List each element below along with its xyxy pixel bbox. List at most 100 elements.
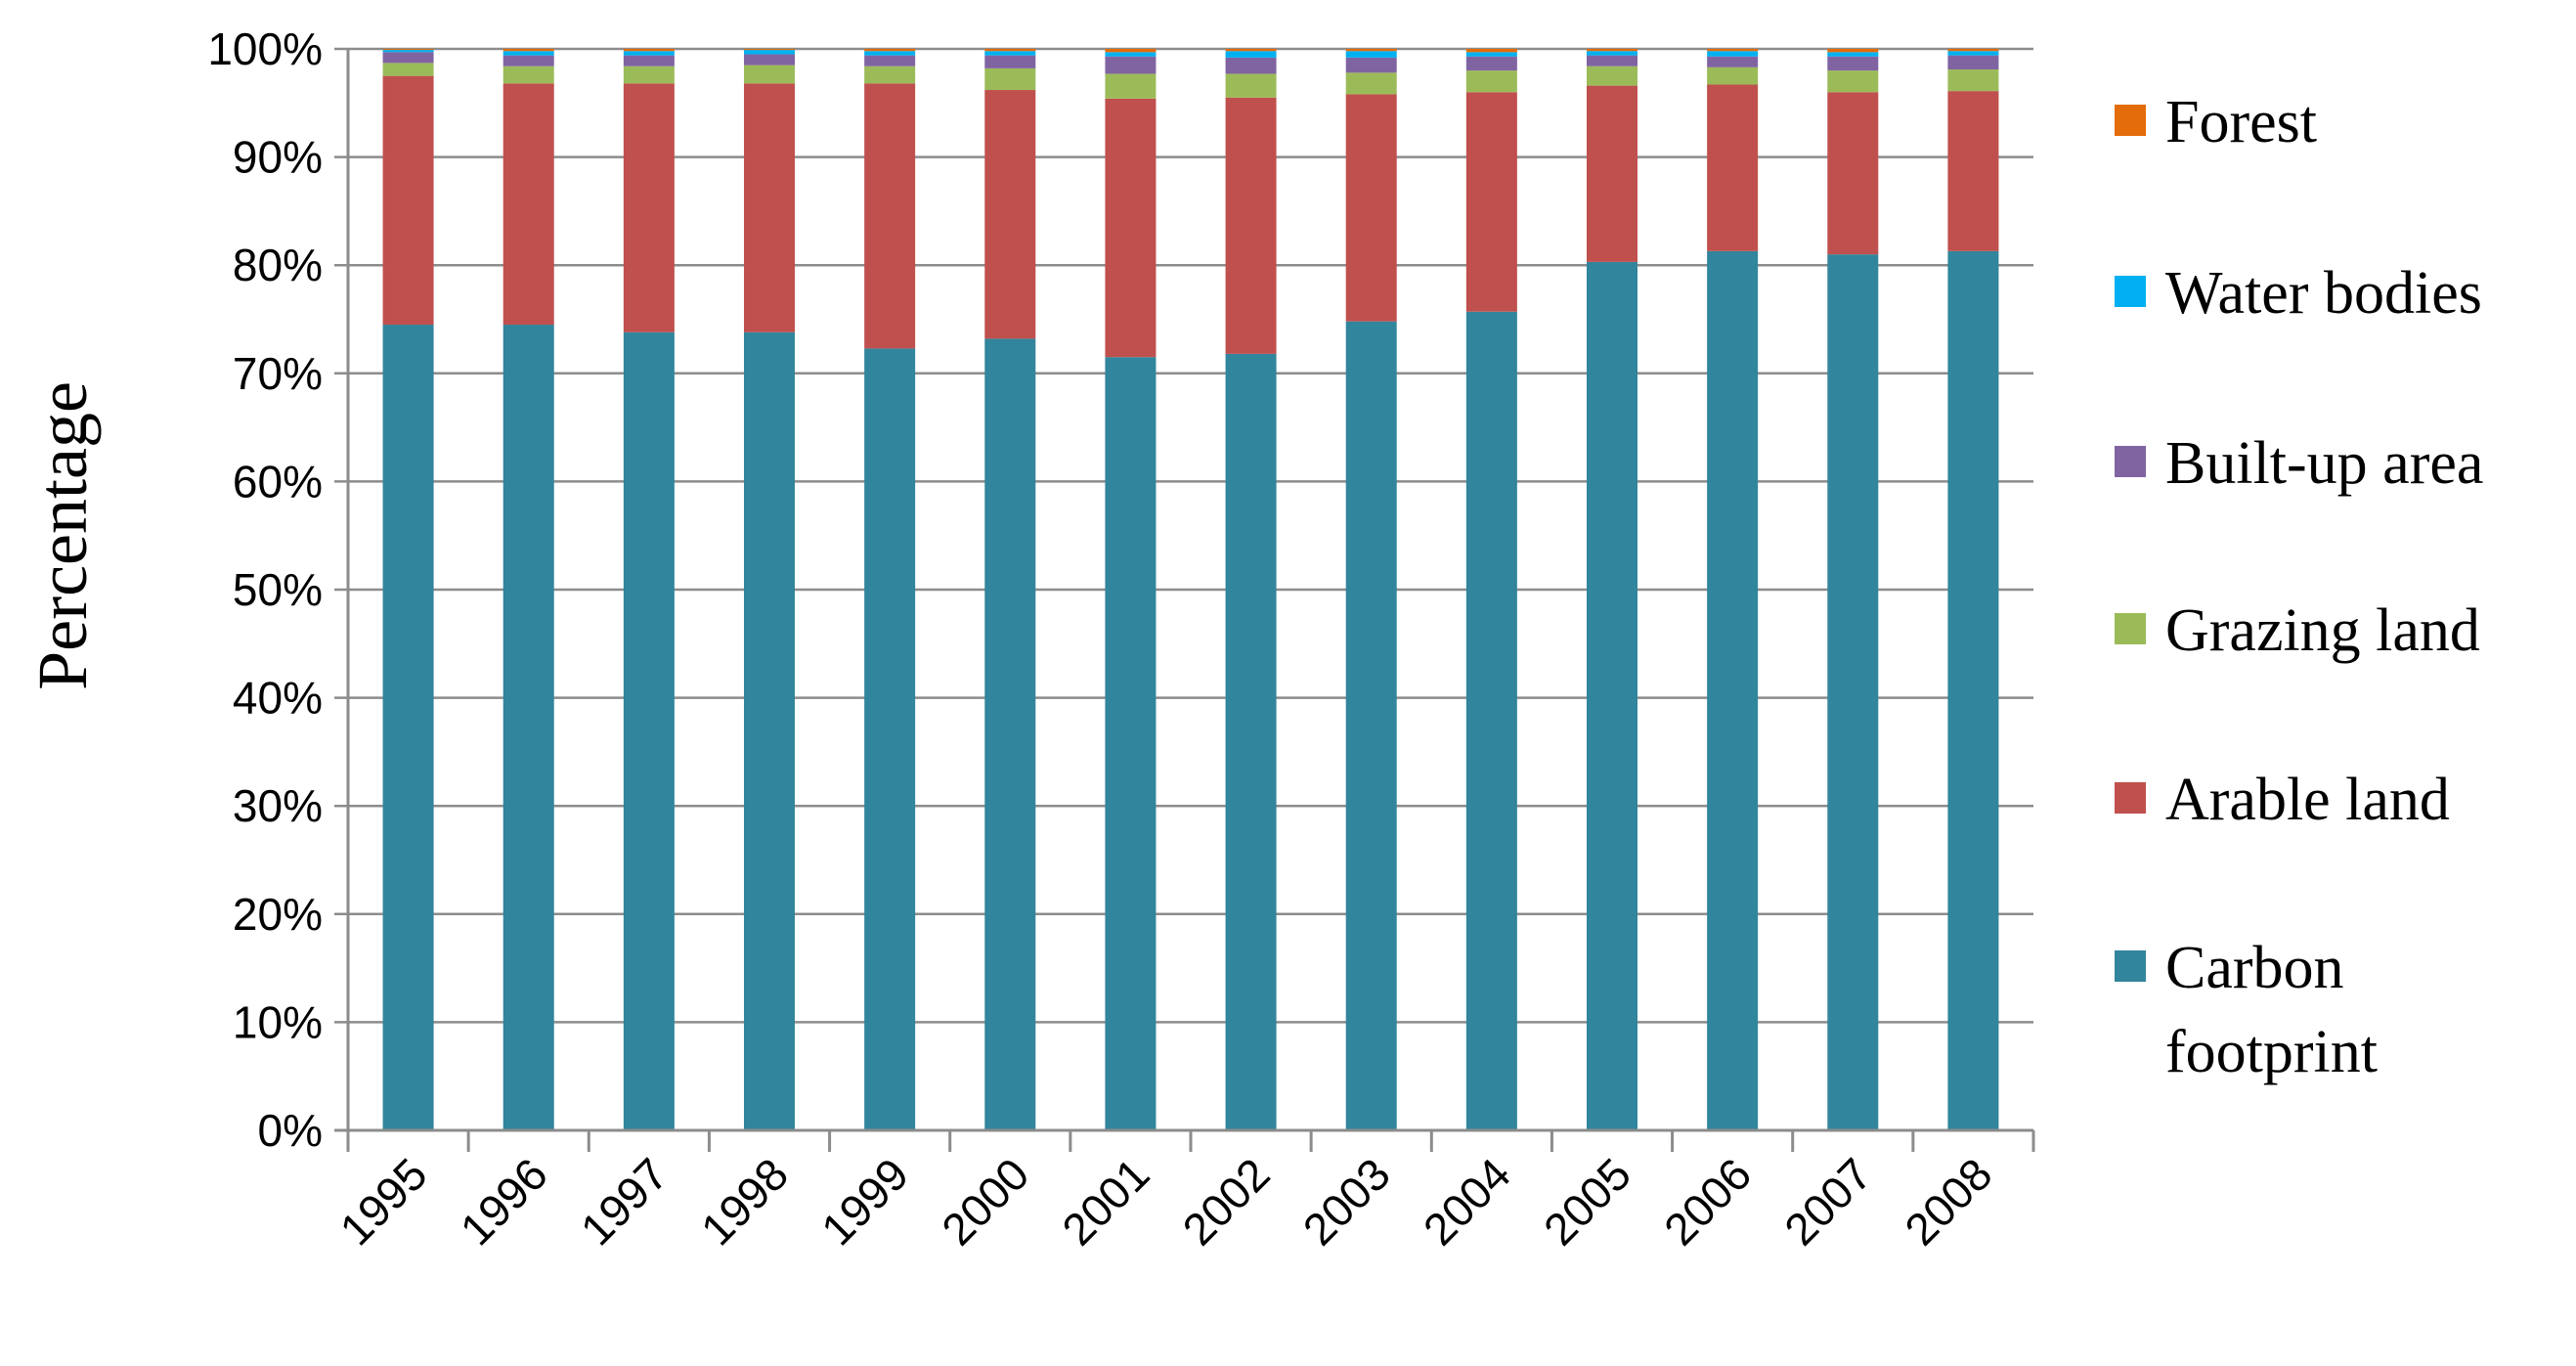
bar-segment	[1345, 51, 1397, 58]
bar-segment	[1345, 72, 1397, 95]
bar-segment	[984, 49, 1036, 52]
x-tick-label: 1999	[811, 1148, 918, 1255]
bar-segment	[502, 325, 554, 1130]
bar-segment	[984, 338, 1036, 1131]
bar-segment	[1947, 51, 1999, 56]
y-tick-label: 40%	[233, 673, 323, 724]
axes	[334, 49, 2035, 1152]
bar-segment	[864, 83, 916, 349]
bar-segment	[1225, 353, 1277, 1131]
legend-label: Arable land	[2165, 767, 2450, 833]
bar-segment	[1947, 55, 1999, 70]
bar-segment	[1587, 55, 1637, 66]
bar-segment	[382, 63, 434, 76]
bar-segment	[864, 51, 916, 56]
bar-segment	[1105, 357, 1157, 1131]
bar-segment	[1105, 98, 1157, 358]
y-tick-label: 20%	[233, 889, 323, 940]
bar-segment	[1465, 56, 1517, 71]
y-tick-label: 80%	[233, 240, 323, 290]
bar-segment	[1345, 57, 1397, 73]
legend-swatch	[2115, 276, 2146, 307]
bar-segment	[502, 49, 554, 52]
bar-segment	[1587, 49, 1637, 52]
bar-segment	[502, 66, 554, 84]
bar-segment	[744, 50, 795, 55]
bar-segment	[1827, 254, 1879, 1130]
bar-segment	[623, 331, 675, 1131]
legend: Forest Water bodies Built-up area Grazing l…	[2115, 89, 2483, 1085]
bar-segment	[623, 51, 675, 56]
y-tick-label: 10%	[233, 996, 323, 1047]
bar-segment	[984, 67, 1036, 91]
bar-segment	[1707, 66, 1759, 85]
bar-segment	[1707, 49, 1759, 52]
bar-segment	[744, 65, 795, 84]
bar-segment	[1465, 70, 1517, 93]
bar-segment	[1947, 91, 1999, 251]
bar-segment	[1465, 311, 1517, 1130]
bar-segment	[864, 66, 916, 84]
bar-segment	[1345, 321, 1397, 1130]
bar-segment	[1345, 94, 1397, 322]
x-tick-label: 2006	[1654, 1148, 1761, 1255]
bar-segment	[1947, 49, 1999, 52]
legend-label: Water bodies	[2165, 260, 2482, 327]
bar-segment	[864, 49, 916, 52]
x-tick-label: 1998	[691, 1148, 798, 1255]
legend-swatch	[2115, 782, 2146, 814]
bar-segment	[1105, 52, 1157, 57]
bars	[382, 49, 1999, 1131]
bar-segment	[1465, 92, 1517, 312]
bar-segment	[1827, 52, 1879, 57]
bar-segment	[623, 55, 675, 66]
legend-label: Forest	[2165, 89, 2317, 155]
bar-segment	[502, 55, 554, 66]
bar-segment	[1707, 84, 1759, 251]
legend-swatch	[2115, 105, 2146, 136]
bar-segment	[1465, 49, 1517, 53]
bar-segment	[1827, 92, 1879, 255]
y-axis-title: Percentage	[23, 381, 102, 690]
y-tick-label: 0%	[258, 1105, 323, 1156]
bar-segment	[1707, 56, 1759, 67]
bar-segment	[984, 55, 1036, 68]
bar-segment	[1827, 70, 1879, 93]
bar-segment	[1587, 85, 1637, 262]
bar-segment	[744, 54, 795, 66]
bar-segment	[1225, 97, 1277, 354]
bar-segment	[1225, 51, 1277, 58]
bar-segment	[1105, 73, 1157, 99]
bar-segment	[1345, 49, 1397, 52]
bar-segment	[1947, 69, 1999, 92]
gridlines	[334, 47, 2033, 1132]
x-tick-label: 2001	[1052, 1148, 1158, 1255]
bar-segment	[1225, 73, 1277, 98]
bar-segment	[502, 83, 554, 326]
bar-segment	[744, 49, 795, 51]
bar-segment	[864, 348, 916, 1130]
bar-segment	[1827, 56, 1879, 71]
bar-segment	[984, 51, 1036, 56]
x-tick-labels: 1995 1996 1997 1998 1999 2000 2001 2002 2003 2004…	[330, 1148, 2002, 1255]
bar-segment	[382, 75, 434, 326]
bar-segment	[623, 83, 675, 332]
bar-segment	[1465, 52, 1517, 57]
x-tick-label: 2008	[1895, 1148, 2001, 1255]
legend-label: Built-up area	[2165, 430, 2483, 497]
y-tick-labels: 0% 10% 20% 30% 40% 50% 60% 70% 80% 90% 100%	[207, 23, 323, 1156]
bar-segment	[744, 83, 795, 332]
bar-segment	[984, 90, 1036, 339]
bar-segment	[382, 325, 434, 1130]
legend-label: Grazing land	[2165, 597, 2480, 664]
bar-segment	[1225, 49, 1277, 52]
y-tick-label: 30%	[233, 780, 323, 831]
y-tick-label: 90%	[233, 132, 323, 183]
bar-segment	[744, 331, 795, 1131]
x-tick-label: 2002	[1173, 1148, 1280, 1255]
x-tick-label: 2007	[1774, 1148, 1881, 1255]
legend-swatch	[2115, 950, 2146, 982]
bar-segment	[1707, 250, 1759, 1130]
bar-segment	[1587, 261, 1637, 1131]
